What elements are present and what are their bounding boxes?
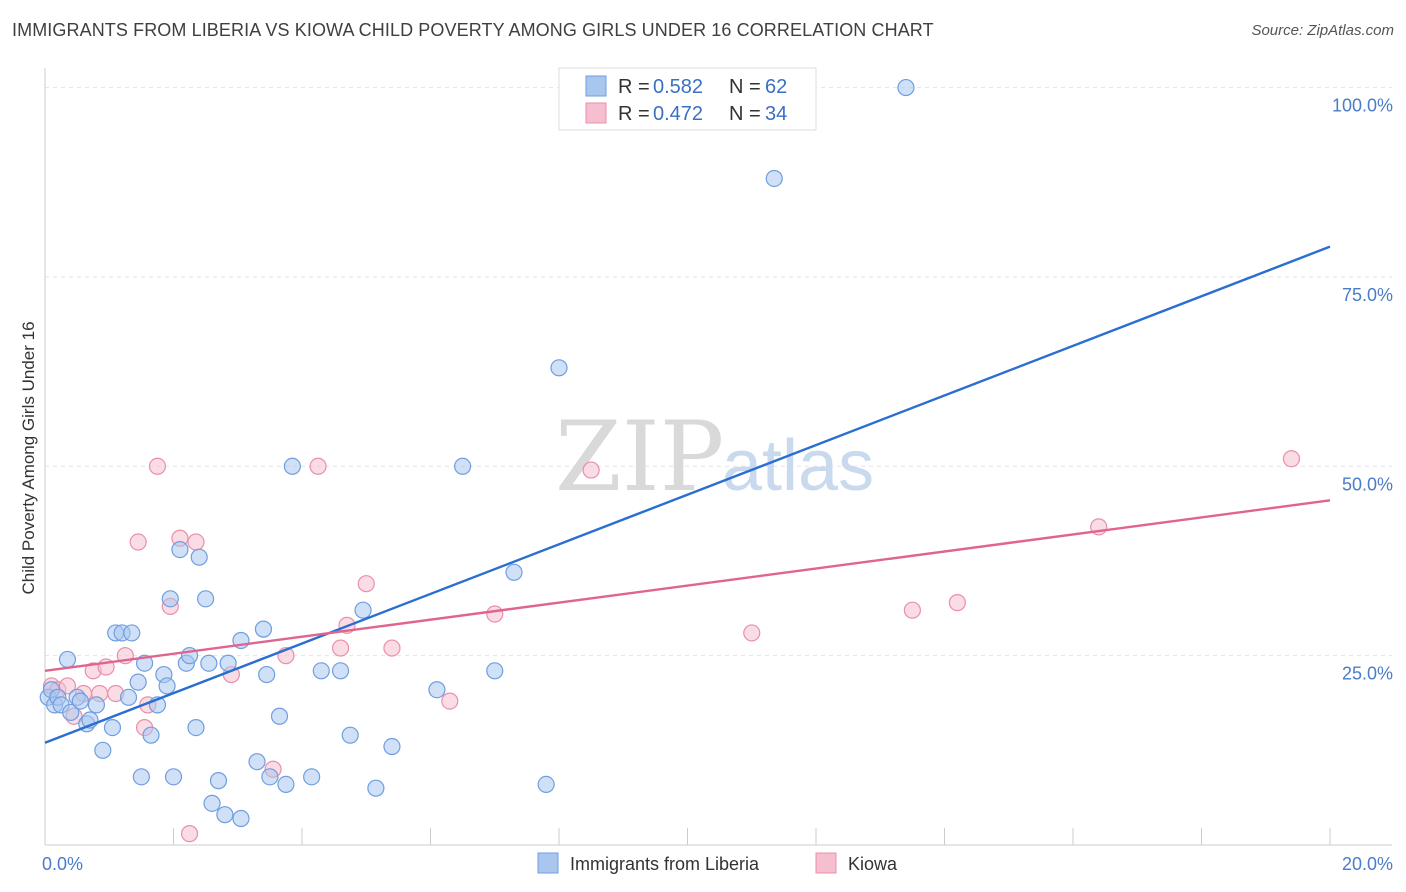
liberia-point-46 bbox=[283, 457, 301, 475]
legend-n-value-liberia: 62 bbox=[765, 76, 787, 98]
kiowa-point-33 bbox=[1282, 450, 1301, 468]
axes bbox=[44, 68, 1392, 846]
liberia-point-32 bbox=[197, 590, 215, 608]
liberia-point-44 bbox=[270, 707, 289, 725]
legend-r-label-kiowa: R = bbox=[618, 103, 650, 125]
kiowa-point-17 bbox=[187, 533, 205, 551]
liberia-point-36 bbox=[216, 806, 234, 824]
liberia-point-38 bbox=[232, 809, 250, 828]
liberia-points bbox=[39, 78, 915, 828]
liberia-point-49 bbox=[331, 662, 350, 680]
liberia-point-30 bbox=[187, 718, 205, 737]
liberia-point-48 bbox=[312, 662, 330, 680]
kiowa-trend-line bbox=[44, 499, 1331, 672]
liberia-point-40 bbox=[248, 753, 266, 771]
kiowa-point-16 bbox=[180, 825, 199, 843]
kiowa-point-13 bbox=[148, 457, 167, 475]
source-label: Source: ZipAtlas.com bbox=[1251, 22, 1394, 39]
bottom-legend-swatch-liberia bbox=[537, 852, 559, 874]
kiowa-points bbox=[42, 450, 1301, 843]
chart-title: IMMIGRANTS FROM LIBERIA VS KIOWA CHILD P… bbox=[12, 20, 934, 40]
watermark-atlas: atlas bbox=[722, 426, 874, 506]
liberia-point-47 bbox=[303, 768, 321, 786]
kiowa-point-28 bbox=[582, 461, 600, 479]
liberia-point-24 bbox=[158, 677, 176, 695]
liberia-point-13 bbox=[103, 718, 122, 737]
x-tick-label-0: 0.0% bbox=[42, 854, 83, 874]
liberia-point-59 bbox=[550, 359, 568, 377]
liberia-point-5 bbox=[58, 650, 77, 669]
watermark-zip: ZIP bbox=[555, 401, 724, 513]
liberia-point-53 bbox=[383, 737, 401, 756]
liberia-point-57 bbox=[505, 563, 523, 581]
kiowa-point-22 bbox=[331, 639, 350, 657]
x-tick-labels: 0.0% 20.0% bbox=[42, 854, 1393, 874]
liberia-point-61 bbox=[897, 78, 915, 97]
liberia-point-19 bbox=[132, 768, 150, 786]
y-axis-title: Child Poverty Among Girls Under 16 bbox=[19, 321, 38, 594]
liberia-point-54 bbox=[428, 681, 446, 699]
legend-r-label-liberia: R = bbox=[618, 76, 650, 98]
liberia-point-16 bbox=[123, 624, 141, 642]
liberia-point-11 bbox=[87, 696, 106, 714]
kiowa-point-21 bbox=[309, 457, 327, 475]
liberia-point-42 bbox=[258, 665, 276, 684]
watermark: ZIP atlas bbox=[555, 401, 874, 513]
kiowa-point-26 bbox=[441, 692, 459, 710]
trend-lines bbox=[44, 245, 1331, 744]
legend: R = 0.582 N = 62 R = 0.472 N = 34 bbox=[558, 67, 817, 131]
legend-swatch-liberia bbox=[585, 75, 607, 97]
legend-r-value-kiowa: 0.472 bbox=[653, 103, 703, 125]
liberia-point-35 bbox=[209, 772, 228, 790]
liberia-point-8 bbox=[71, 692, 89, 710]
liberia-point-51 bbox=[354, 601, 372, 619]
bottom-legend-label-liberia: Immigrants from Liberia bbox=[570, 854, 760, 874]
liberia-point-58 bbox=[537, 775, 555, 794]
x-tick-label-1: 20.0% bbox=[1342, 854, 1393, 874]
y-tick-labels: 25.0% 50.0% 75.0% 100.0% bbox=[1332, 96, 1393, 684]
y-tick-label-1: 50.0% bbox=[1342, 474, 1393, 494]
gridlines bbox=[45, 87, 1392, 657]
legend-n-label-liberia: N = bbox=[729, 76, 761, 98]
liberia-point-17 bbox=[119, 688, 138, 706]
kiowa-point-29 bbox=[743, 624, 761, 642]
kiowa-point-27 bbox=[486, 605, 504, 623]
liberia-point-52 bbox=[367, 779, 385, 797]
kiowa-point-30 bbox=[903, 601, 921, 619]
liberia-point-56 bbox=[486, 662, 504, 680]
bottom-legend-label-kiowa: Kiowa bbox=[848, 854, 898, 874]
liberia-point-43 bbox=[261, 768, 279, 786]
liberia-point-41 bbox=[254, 620, 273, 638]
liberia-point-18 bbox=[129, 673, 147, 691]
liberia-point-6 bbox=[62, 703, 80, 722]
legend-r-value-liberia: 0.582 bbox=[653, 76, 703, 98]
y-tick-label-2: 75.0% bbox=[1342, 285, 1393, 305]
liberia-point-55 bbox=[454, 457, 472, 475]
liberia-point-60 bbox=[765, 169, 783, 188]
legend-swatch-kiowa bbox=[585, 102, 607, 124]
kiowa-point-24 bbox=[357, 575, 375, 593]
liberia-point-21 bbox=[142, 726, 160, 744]
liberia-point-45 bbox=[277, 775, 295, 794]
liberia-point-26 bbox=[164, 768, 183, 786]
kiowa-point-25 bbox=[383, 639, 401, 657]
liberia-point-33 bbox=[200, 654, 218, 672]
liberia-point-27 bbox=[171, 541, 189, 559]
kiowa-point-2 bbox=[58, 677, 77, 695]
kiowa-point-31 bbox=[948, 594, 966, 612]
liberia-point-50 bbox=[341, 726, 359, 744]
legend-n-label-kiowa: N = bbox=[729, 103, 761, 125]
liberia-point-25 bbox=[161, 590, 179, 608]
liberia-trend-line bbox=[44, 245, 1331, 744]
legend-n-value-kiowa: 34 bbox=[765, 103, 787, 125]
kiowa-point-10 bbox=[129, 533, 147, 551]
liberia-point-12 bbox=[94, 741, 112, 759]
y-tick-label-3: 100.0% bbox=[1332, 96, 1393, 116]
bottom-legend-swatch-kiowa bbox=[815, 852, 837, 874]
liberia-point-31 bbox=[190, 548, 208, 566]
y-tick-label-0: 25.0% bbox=[1342, 664, 1393, 684]
liberia-point-34 bbox=[203, 794, 221, 812]
bottom-legend: Immigrants from Liberia Kiowa bbox=[537, 852, 898, 874]
